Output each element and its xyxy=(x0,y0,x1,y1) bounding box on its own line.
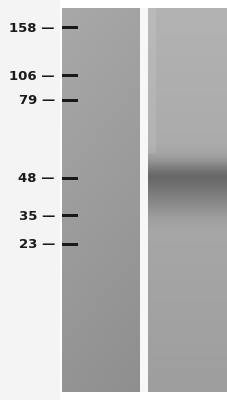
Text: 23 —: 23 — xyxy=(19,238,55,252)
Text: 158 —: 158 — xyxy=(10,22,55,34)
Text: 48 —: 48 — xyxy=(18,172,55,186)
Text: 106 —: 106 — xyxy=(9,70,55,82)
Text: 79 —: 79 — xyxy=(19,94,55,108)
Text: 35 —: 35 — xyxy=(19,210,55,222)
